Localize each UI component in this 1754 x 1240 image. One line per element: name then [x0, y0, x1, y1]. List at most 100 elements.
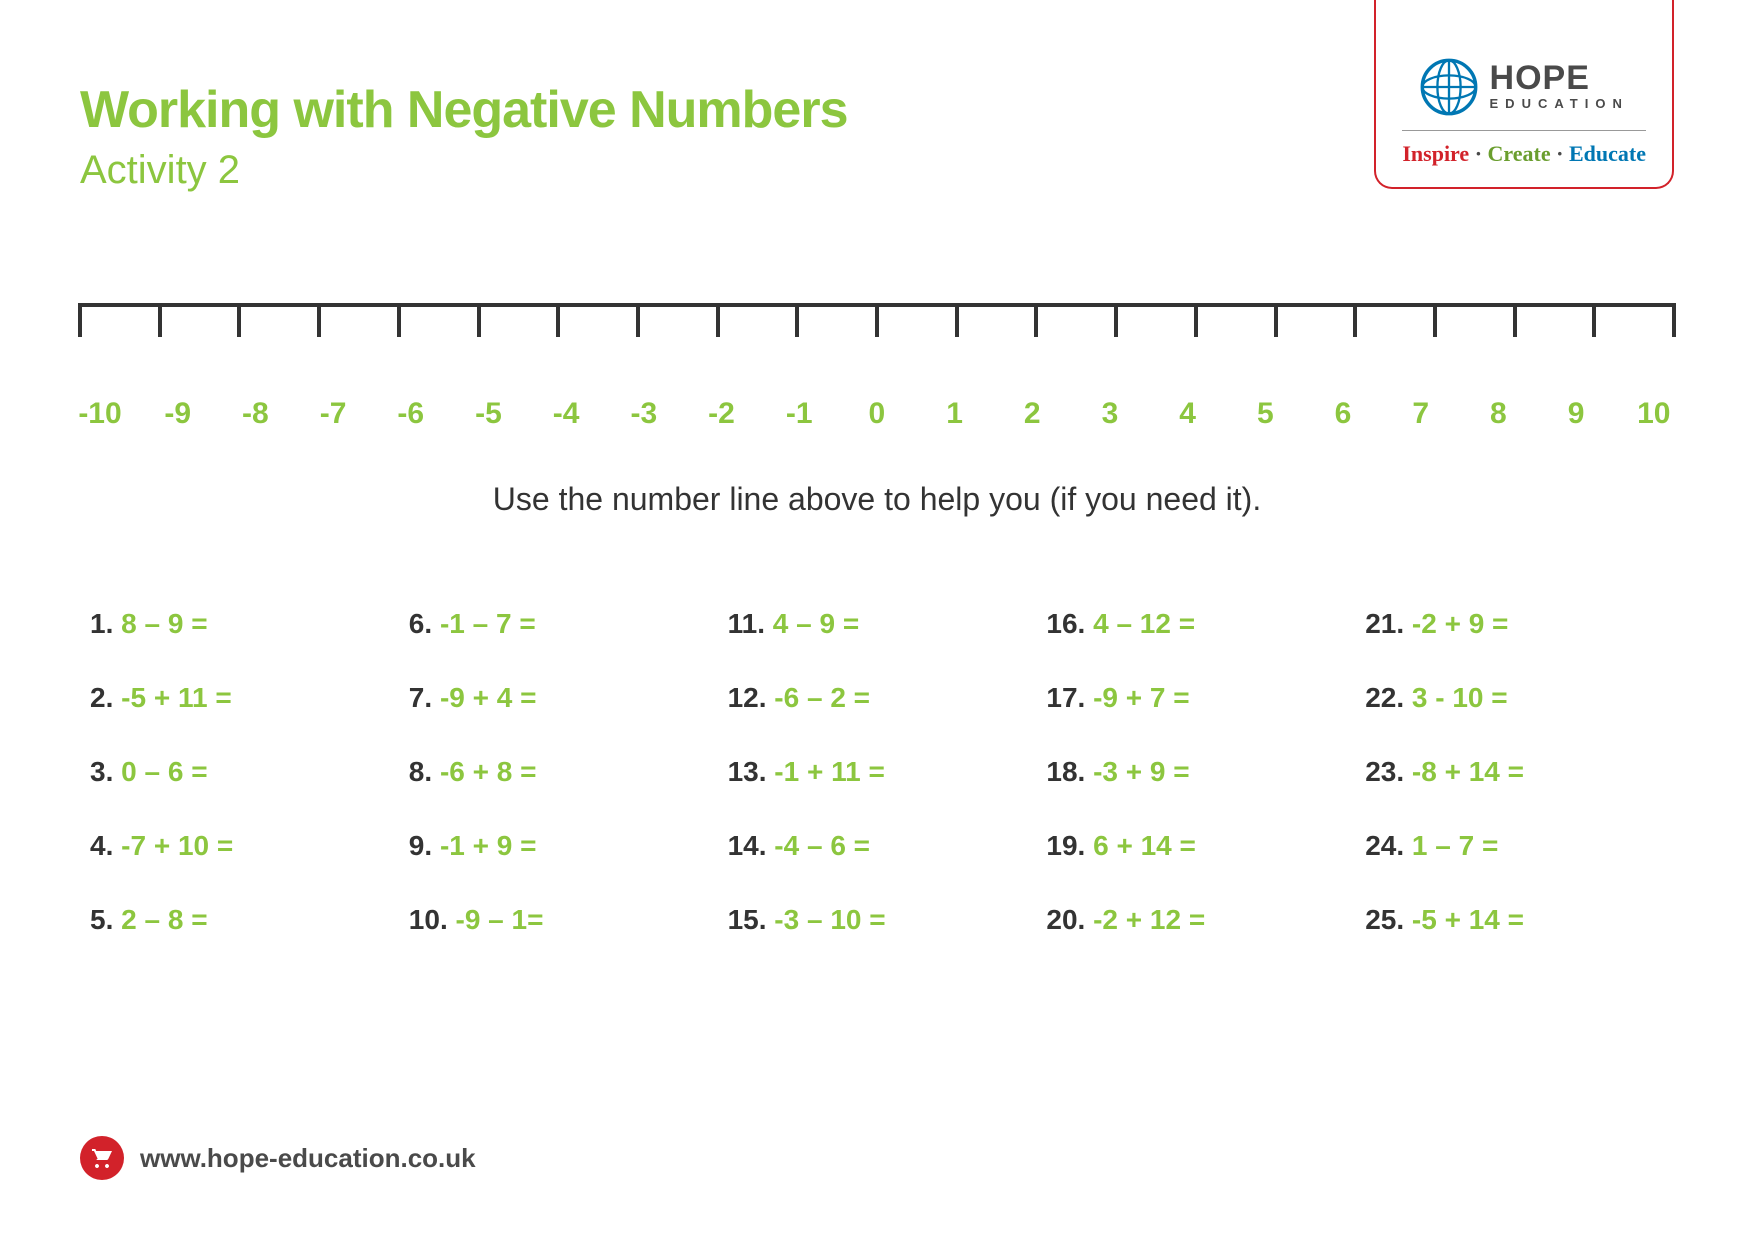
- number-line-tick: [1034, 303, 1038, 337]
- problem-expression: -3 + 9 =: [1093, 756, 1190, 787]
- number-line-tick: [1274, 303, 1278, 337]
- problem-number: 14.: [728, 830, 775, 861]
- problem-number: 17.: [1046, 682, 1093, 713]
- number-line-tick: [477, 303, 481, 337]
- title-block: Working with Negative Numbers Activity 2: [80, 60, 848, 193]
- problem-number: 23.: [1365, 756, 1412, 787]
- problem-item: 6. -1 – 7 =: [409, 608, 708, 640]
- problem-item: 25. -5 + 14 =: [1365, 904, 1664, 936]
- number-line-tick: [78, 303, 82, 337]
- number-line-label: 9: [1546, 397, 1606, 431]
- problem-number: 5.: [90, 904, 121, 935]
- tagline-word: Create: [1488, 141, 1551, 166]
- number-line-tick: [556, 303, 560, 337]
- number-line-label: -7: [303, 397, 363, 431]
- problem-expression: -9 + 7 =: [1093, 682, 1190, 713]
- problem-number: 9.: [409, 830, 440, 861]
- number-line-tick: [158, 303, 162, 337]
- globe-icon: [1420, 58, 1478, 116]
- problem-expression: 4 – 12 =: [1093, 608, 1195, 639]
- problem-expression: 0 – 6 =: [121, 756, 207, 787]
- problem-expression: -8 + 14 =: [1412, 756, 1524, 787]
- problem-item: 2. -5 + 11 =: [90, 682, 389, 714]
- problem-number: 16.: [1046, 608, 1093, 639]
- problem-item: 15. -3 – 10 =: [728, 904, 1027, 936]
- problem-expression: -9 – 1=: [456, 904, 544, 935]
- problem-item: 14. -4 – 6 =: [728, 830, 1027, 862]
- tagline-word: Educate: [1569, 141, 1646, 166]
- problem-expression: 3 - 10 =: [1412, 682, 1508, 713]
- problem-expression: 4 – 9 =: [773, 608, 859, 639]
- number-line-label: 1: [925, 397, 985, 431]
- number-line-tick: [1194, 303, 1198, 337]
- number-line-tick: [795, 303, 799, 337]
- number-line-tick: [716, 303, 720, 337]
- problem-expression: -5 + 14 =: [1412, 904, 1524, 935]
- problem-number: 21.: [1365, 608, 1412, 639]
- problem-number: 19.: [1046, 830, 1093, 861]
- number-line-label: 3: [1080, 397, 1140, 431]
- problem-number: 1.: [90, 608, 121, 639]
- number-line-tick: [1592, 303, 1596, 337]
- problem-number: 18.: [1046, 756, 1093, 787]
- problem-number: 24.: [1365, 830, 1412, 861]
- number-line-tick: [875, 303, 879, 337]
- number-line-label: -8: [225, 397, 285, 431]
- problem-item: 5. 2 – 8 =: [90, 904, 389, 936]
- number-line-label: -1: [769, 397, 829, 431]
- number-line-tick: [1433, 303, 1437, 337]
- problem-expression: -6 + 8 =: [440, 756, 537, 787]
- problem-item: 1. 8 – 9 =: [90, 608, 389, 640]
- problem-number: 20.: [1046, 904, 1093, 935]
- problem-expression: -3 – 10 =: [774, 904, 885, 935]
- brand-logo: HOPE EDUCATION: [1402, 18, 1646, 116]
- problem-item: 19. 6 + 14 =: [1046, 830, 1345, 862]
- number-line-label: 10: [1624, 397, 1684, 431]
- number-line-label: 6: [1313, 397, 1373, 431]
- problem-item: 3. 0 – 6 =: [90, 756, 389, 788]
- problem-number: 25.: [1365, 904, 1412, 935]
- problem-item: 4. -7 + 10 =: [90, 830, 389, 862]
- problem-expression: -6 – 2 =: [774, 682, 870, 713]
- number-line-labels: -10-9-8-7-6-5-4-3-2-1012345678910: [80, 397, 1674, 431]
- brand-subname: EDUCATION: [1490, 95, 1629, 113]
- number-line-tick: [1513, 303, 1517, 337]
- problem-item: 21. -2 + 9 =: [1365, 608, 1664, 640]
- number-line-label: -10: [70, 397, 130, 431]
- problem-expression: 2 – 8 =: [121, 904, 207, 935]
- problem-number: 4.: [90, 830, 121, 861]
- problem-expression: -1 + 11 =: [774, 756, 885, 787]
- problem-number: 11.: [728, 608, 773, 639]
- page-subtitle: Activity 2: [80, 148, 848, 193]
- number-line: -10-9-8-7-6-5-4-3-2-1012345678910: [80, 303, 1674, 431]
- problem-item: 13. -1 + 11 =: [728, 756, 1027, 788]
- problem-number: 13.: [728, 756, 775, 787]
- problem-number: 7.: [409, 682, 440, 713]
- problem-item: 10. -9 – 1=: [409, 904, 708, 936]
- number-line-label: -3: [614, 397, 674, 431]
- problem-expression: -1 + 9 =: [440, 830, 537, 861]
- problem-item: 8. -6 + 8 =: [409, 756, 708, 788]
- number-line-label: 8: [1468, 397, 1528, 431]
- problem-expression: -5 + 11 =: [121, 682, 232, 713]
- brand-logo-text: HOPE EDUCATION: [1490, 61, 1629, 113]
- problems-grid: 1. 8 – 9 = 2. -5 + 11 = 3. 0 – 6 = 4. -7 + …: [80, 608, 1674, 936]
- number-line-label: 5: [1235, 397, 1295, 431]
- number-line-tick: [1114, 303, 1118, 337]
- number-line-label: 7: [1391, 397, 1451, 431]
- problem-number: 12.: [728, 682, 775, 713]
- number-line-tick: [636, 303, 640, 337]
- number-line-tick: [1353, 303, 1357, 337]
- number-line-tick: [237, 303, 241, 337]
- number-line-label: 0: [847, 397, 907, 431]
- number-line-label: -9: [148, 397, 208, 431]
- problem-expression: -2 + 12 =: [1093, 904, 1205, 935]
- tagline-word: Inspire: [1402, 141, 1469, 166]
- problem-number: 22.: [1365, 682, 1412, 713]
- problem-item: 12. -6 – 2 =: [728, 682, 1027, 714]
- instruction-text: Use the number line above to help you (i…: [80, 481, 1674, 518]
- number-line-label: -4: [536, 397, 596, 431]
- problem-item: 23. -8 + 14 =: [1365, 756, 1664, 788]
- problem-item: 7. -9 + 4 =: [409, 682, 708, 714]
- problem-item: 20. -2 + 12 =: [1046, 904, 1345, 936]
